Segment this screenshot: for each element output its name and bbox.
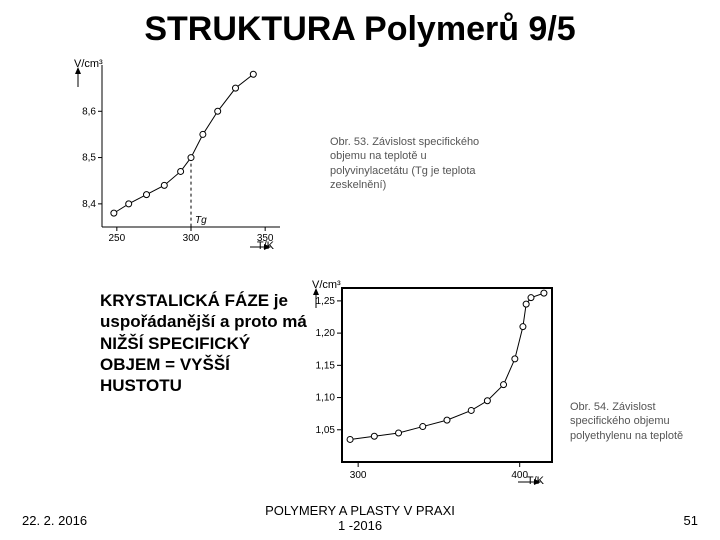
svg-text:V/cm³: V/cm³ <box>74 58 103 70</box>
svg-text:1,25: 1,25 <box>316 296 336 307</box>
svg-text:T/K: T/K <box>527 475 545 487</box>
crystalline-phase-text: KRYSTALICKÁ FÁZE je uspořádanější a prot… <box>100 290 310 396</box>
chart-specific-volume-pva: 2503003508,48,58,6V/cm³T/KTg <box>60 55 290 255</box>
svg-text:300: 300 <box>350 470 367 481</box>
svg-text:Tg: Tg <box>195 215 207 226</box>
svg-text:8,4: 8,4 <box>82 199 96 210</box>
slide-title: STRUKTURA Polymerů 9/5 <box>0 10 720 49</box>
svg-text:8,6: 8,6 <box>82 106 96 117</box>
svg-text:V/cm³: V/cm³ <box>312 280 341 291</box>
svg-text:T/K: T/K <box>257 240 275 252</box>
chart-specific-volume-pe: 3004001,051,101,151,201,25V/cm³T/K <box>300 280 560 490</box>
svg-text:1,10: 1,10 <box>316 393 336 404</box>
svg-text:1,05: 1,05 <box>316 425 336 436</box>
svg-text:8,5: 8,5 <box>82 153 96 164</box>
chart1-caption: Obr. 53. Závislost specifického objemu n… <box>330 135 500 192</box>
footer-center: POLYMERY A PLASTY V PRAXI1 -2016 <box>0 503 720 534</box>
svg-text:1,20: 1,20 <box>316 328 336 339</box>
svg-text:250: 250 <box>108 233 125 244</box>
svg-text:1,15: 1,15 <box>316 360 336 371</box>
svg-text:300: 300 <box>183 233 200 244</box>
chart2-caption: Obr. 54. Závislost specifického objemu p… <box>570 400 710 443</box>
footer-page-number: 51 <box>684 513 698 528</box>
